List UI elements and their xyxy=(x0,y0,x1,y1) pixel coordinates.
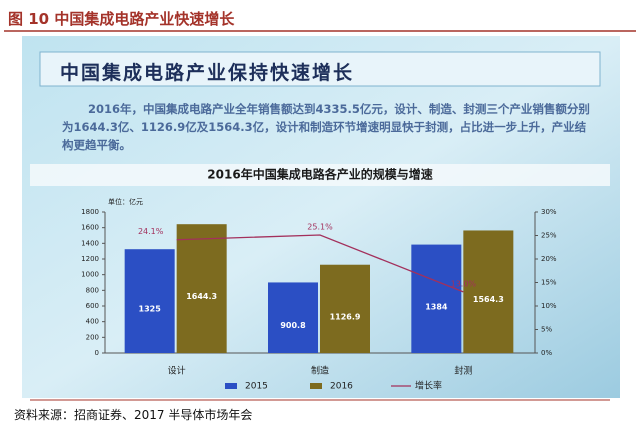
bar-value-label: 1564.3 xyxy=(473,295,504,304)
source-note: 资料来源：招商证券、2017 半导体市场年会 xyxy=(14,408,253,422)
chart-title-band xyxy=(30,164,610,186)
y-tick-label: 1800 xyxy=(81,208,99,216)
legend-swatch xyxy=(225,383,237,389)
y-tick-label: 1000 xyxy=(81,271,99,279)
bar xyxy=(176,224,227,353)
bar xyxy=(320,264,370,353)
growth-label: 13.0% xyxy=(451,279,477,288)
chart-title: 2016年中国集成电路各产业的规模与增速 xyxy=(207,167,432,182)
bar-value-label: 900.8 xyxy=(280,321,306,330)
figure-title: 图 10 中国集成电路产业快速增长 xyxy=(8,10,235,28)
y2-tick-label: 30% xyxy=(541,208,557,216)
y2-tick-label: 5% xyxy=(541,326,552,334)
y-tick-label: 600 xyxy=(86,302,99,310)
x-tick-label: 设计 xyxy=(168,365,186,377)
growth-label: 24.1% xyxy=(138,227,164,236)
y2-tick-label: 15% xyxy=(541,279,557,287)
y-tick-label: 1200 xyxy=(81,255,99,263)
bar-value-label: 1325 xyxy=(139,305,162,314)
y-tick-label: 0 xyxy=(95,349,99,357)
y2-tick-label: 25% xyxy=(541,232,557,240)
bar xyxy=(268,282,318,353)
bar xyxy=(124,249,175,353)
growth-line xyxy=(176,234,464,293)
y2-tick-label: 0% xyxy=(541,349,552,357)
y-tick-label: 200 xyxy=(86,333,99,341)
bar xyxy=(463,230,514,353)
legend-label: 增长率 xyxy=(415,380,442,392)
slide-paragraph: 2016年，中国集成电路产业全年销售额达到4335.5亿元，设计、制造、封测三个… xyxy=(62,102,590,152)
y2-tick-label: 10% xyxy=(541,302,557,310)
growth-label: 25.1% xyxy=(307,223,333,232)
y2-tick-label: 20% xyxy=(541,255,557,263)
x-tick-label: 封测 xyxy=(454,365,472,377)
slide-heading: 中国集成电路产业保持快速增长 xyxy=(60,62,355,84)
bar-value-label: 1384 xyxy=(425,302,448,311)
heading-banner xyxy=(39,51,601,87)
y-tick-label: 800 xyxy=(86,286,99,294)
bar-value-label: 1644.3 xyxy=(186,292,217,301)
legend-swatch xyxy=(310,383,322,389)
bar xyxy=(411,244,462,353)
legend-label: 2015 xyxy=(245,382,268,392)
bar-value-label: 1126.9 xyxy=(330,312,361,321)
y-tick-label: 1400 xyxy=(81,239,99,247)
y-tick-label: 400 xyxy=(86,318,99,326)
x-tick-label: 制造 xyxy=(311,365,329,377)
unit-label: 单位：亿元 xyxy=(108,197,143,206)
legend-label: 2016 xyxy=(330,382,353,392)
y-tick-label: 1600 xyxy=(81,224,99,232)
